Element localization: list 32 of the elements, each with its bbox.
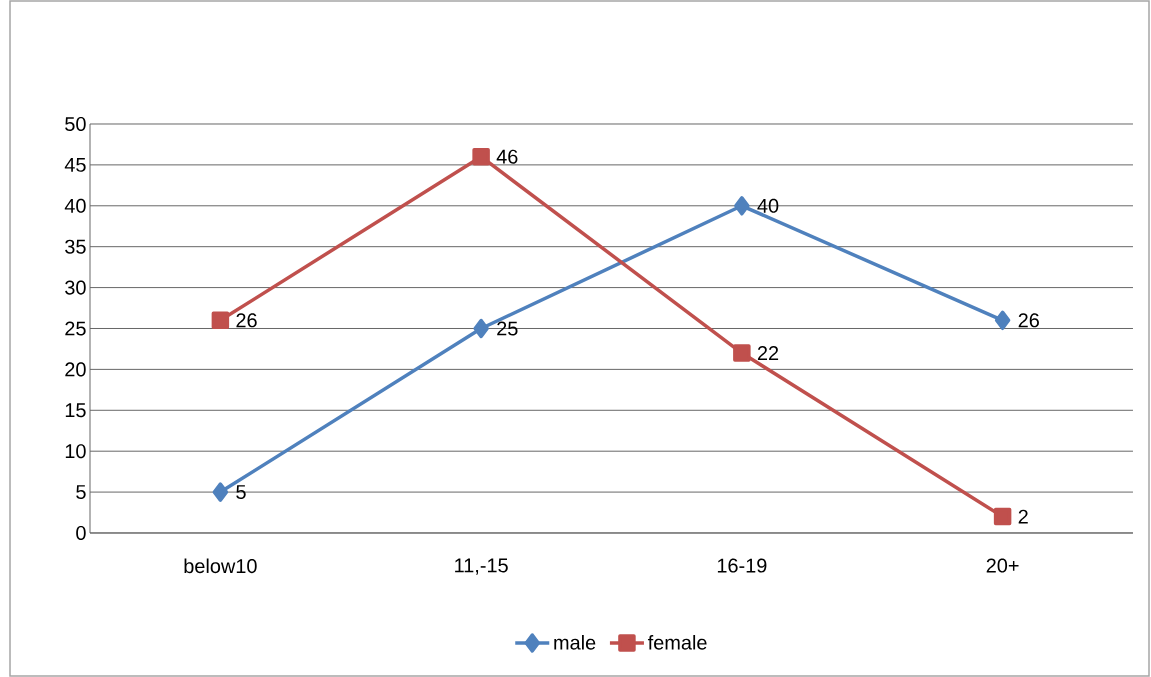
y-tick-label: 35 [65,239,86,254]
point [473,318,489,339]
x-tick-label: below10 [184,558,257,574]
data-label: 2 [1018,509,1028,524]
data-label: 26 [236,313,257,328]
x-tick-label: 20+ [986,558,1019,573]
point [212,482,229,502]
x-tick-label: 16-19 [717,558,767,573]
y-tick-label: 25 [65,321,86,336]
x-tick-label: 11,-15 [455,558,508,575]
legend-label: male [554,635,596,650]
y-tick-label: 45 [64,157,86,172]
y-tick-label: 5 [76,485,86,500]
point [734,196,750,216]
point [472,147,490,166]
y-tick-label: 15 [65,403,86,418]
point [993,507,1012,526]
point [994,310,1011,331]
y-tick-label: 50 [65,116,86,132]
y-tick-label: 10 [65,444,86,459]
data-label: 22 [757,346,779,360]
legend-label: female [647,635,707,650]
data-label: 46 [496,149,518,164]
point [211,311,230,330]
data-label: 5 [236,485,246,500]
y-tick-label: 0 [76,525,86,541]
data-label: 40 [757,198,779,213]
y-tick-label: 20 [65,362,86,377]
point [733,344,751,362]
y-tick-label: 40 [64,198,86,213]
data-label: 26 [1018,313,1039,328]
y-tick-label: 30 [65,280,86,295]
